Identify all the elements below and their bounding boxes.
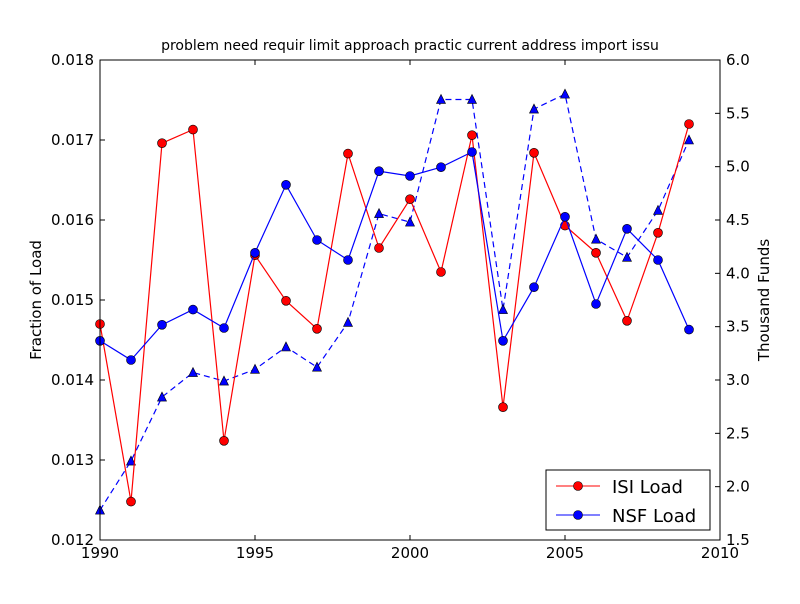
nsf-load-point [250, 248, 260, 258]
thousand-funds-point [126, 455, 136, 466]
nsf-load-point [343, 255, 353, 265]
thousand-funds-point [374, 207, 384, 218]
nsf-load-point [126, 355, 136, 365]
y2-tick-label: 3.0 [726, 371, 750, 389]
y2-tick-label: 2.5 [726, 424, 750, 442]
y-tick-label: 0.017 [51, 131, 94, 149]
y-tick-label: 0.015 [51, 291, 94, 309]
isi-load-point [219, 435, 229, 446]
isi-load-line [99, 123, 690, 502]
thousand-funds-point [498, 303, 508, 314]
chart-title: problem need requir limit approach pract… [161, 38, 659, 54]
nsf-load-point [281, 180, 291, 190]
nsf-load-point [188, 304, 198, 315]
nsf-load-point [529, 282, 539, 293]
nsf-load-point [157, 319, 167, 330]
isi-load-point [653, 228, 663, 238]
thousand-funds-point [343, 316, 353, 327]
isi-load-point [436, 267, 446, 277]
thousand-funds-point [653, 204, 663, 215]
nsf-load-point [684, 324, 694, 335]
isi-load-point [529, 148, 539, 158]
isi-load-point [591, 248, 601, 258]
isi-load-point [157, 138, 167, 148]
legend-isi-marker [573, 481, 583, 491]
nsf-load-point [405, 171, 415, 181]
y2-tick-label: 3.5 [726, 318, 750, 336]
thousand-funds-point [312, 361, 322, 372]
x-tick-label: 2005 [546, 544, 584, 562]
isi-load-point [343, 148, 353, 159]
thousand-funds-point [157, 391, 167, 402]
nsf-load-point [653, 255, 663, 265]
thousand-funds-point [622, 251, 632, 262]
y2-tick-label: 5.0 [726, 158, 750, 176]
y-tick-label: 0.016 [51, 211, 94, 229]
x-tick-label: 1995 [236, 544, 274, 562]
isi-load-point [684, 119, 694, 129]
isi-load-point [622, 315, 632, 326]
y-tick-label: 0.018 [51, 51, 94, 69]
thousand-funds-point [281, 341, 291, 352]
nsf-load-point [374, 166, 384, 176]
nsf-load-point [436, 162, 446, 172]
legend-nsf-label: NSF Load [612, 506, 696, 527]
y-tick-label: 0.014 [51, 371, 94, 389]
y2-tick-label: 4.0 [726, 264, 750, 282]
x-tick-label: 1990 [81, 544, 119, 562]
thousand-funds-point [219, 375, 229, 386]
y2-tick-label: 4.5 [726, 211, 750, 229]
thousand-funds-line [99, 93, 690, 511]
isi-load-point [405, 194, 415, 204]
legend-box [545, 469, 711, 531]
thousand-funds-point [560, 88, 570, 99]
isi-load-point [467, 130, 477, 140]
isi-load-point [374, 243, 384, 253]
thousand-funds-point [250, 363, 260, 374]
y-tick-label: 0.012 [51, 531, 94, 549]
y2-axis-label: Thousand Funds [755, 239, 773, 362]
legend: ISI Load NSF Load [545, 469, 711, 531]
thousand-funds-point [405, 216, 415, 227]
nsf-load-point [219, 323, 229, 333]
legend-isi-label: ISI Load [612, 477, 683, 498]
thousand-funds-point [684, 134, 694, 145]
isi-load-point [126, 496, 136, 507]
nsf-load-point [467, 147, 477, 157]
x-tick-label: 2010 [701, 544, 739, 562]
nsf-load-point [560, 212, 570, 222]
nsf-load-line [99, 151, 690, 361]
y2-tick-label: 2.0 [726, 478, 750, 496]
y2-tick-label: 5.5 [726, 104, 750, 122]
thousand-funds-point [467, 93, 477, 104]
y2-tick-label: 6.0 [726, 51, 750, 69]
thousand-funds-point [188, 366, 198, 377]
thousand-funds-point [591, 233, 601, 244]
nsf-load-point [498, 335, 508, 346]
x-tick-label: 2000 [391, 544, 429, 562]
y-axis-label: Fraction of Load [27, 240, 45, 360]
isi-load-point [498, 402, 508, 413]
isi-load-point [312, 323, 322, 334]
legend-nsf-marker [573, 510, 583, 520]
nsf-load-point [591, 299, 601, 309]
y-tick-label: 0.013 [51, 451, 94, 469]
thousand-funds-point [529, 103, 539, 114]
isi-load-point [281, 295, 291, 306]
nsf-load-point [312, 235, 322, 245]
y2-tick-label: 1.5 [726, 531, 750, 549]
thousand-funds-point [436, 93, 446, 104]
isi-load-point [188, 124, 198, 135]
nsf-load-point [622, 224, 632, 234]
